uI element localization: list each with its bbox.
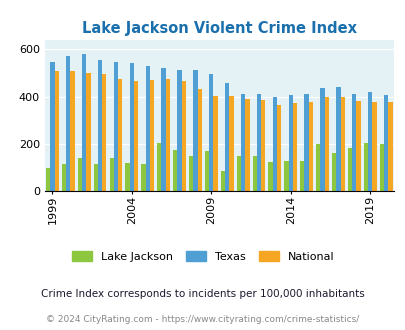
Bar <box>177 70 181 191</box>
Bar <box>197 89 201 191</box>
Bar <box>213 96 217 191</box>
Bar <box>363 143 367 191</box>
Legend: Lake Jackson, Texas, National: Lake Jackson, Texas, National <box>67 247 338 267</box>
Bar <box>304 94 308 191</box>
Bar <box>236 156 240 191</box>
Bar <box>77 158 82 191</box>
Bar <box>387 102 392 191</box>
Bar <box>299 161 304 191</box>
Bar <box>272 96 276 191</box>
Bar <box>193 70 197 191</box>
Bar <box>347 148 351 191</box>
Bar <box>82 54 86 191</box>
Bar <box>367 92 371 191</box>
Bar <box>161 68 165 191</box>
Bar <box>113 62 118 191</box>
Bar <box>209 74 213 191</box>
Bar <box>260 100 265 191</box>
Bar <box>181 81 185 191</box>
Bar <box>379 144 383 191</box>
Bar <box>320 88 324 191</box>
Bar <box>54 71 59 191</box>
Bar <box>46 168 50 191</box>
Bar <box>129 63 134 191</box>
Bar <box>276 105 281 191</box>
Bar <box>205 151 209 191</box>
Bar <box>145 66 149 191</box>
Bar <box>70 71 75 191</box>
Bar <box>118 79 122 191</box>
Bar <box>224 83 229 191</box>
Bar <box>284 161 288 191</box>
Bar <box>245 99 249 191</box>
Bar <box>62 164 66 191</box>
Text: Crime Index corresponds to incidents per 100,000 inhabitants: Crime Index corresponds to incidents per… <box>41 289 364 299</box>
Bar <box>292 103 296 191</box>
Bar <box>229 96 233 191</box>
Bar <box>173 150 177 191</box>
Bar <box>268 162 272 191</box>
Bar <box>308 102 312 191</box>
Bar <box>86 73 90 191</box>
Bar <box>66 56 70 191</box>
Bar <box>149 80 154 191</box>
Bar <box>109 158 113 191</box>
Bar <box>351 94 356 191</box>
Bar <box>324 97 328 191</box>
Bar <box>356 101 360 191</box>
Bar <box>331 153 335 191</box>
Bar <box>256 94 260 191</box>
Bar <box>383 95 387 191</box>
Bar <box>102 75 106 191</box>
Bar <box>165 79 170 191</box>
Bar <box>188 156 193 191</box>
Text: © 2024 CityRating.com - https://www.cityrating.com/crime-statistics/: © 2024 CityRating.com - https://www.city… <box>46 315 359 324</box>
Bar <box>315 144 320 191</box>
Bar <box>252 156 256 191</box>
Bar <box>125 163 129 191</box>
Bar <box>141 164 145 191</box>
Bar <box>335 86 340 191</box>
Bar <box>340 97 344 191</box>
Bar <box>98 60 102 191</box>
Title: Lake Jackson Violent Crime Index: Lake Jackson Violent Crime Index <box>81 21 356 36</box>
Bar <box>288 95 292 191</box>
Bar <box>50 62 54 191</box>
Bar <box>220 171 224 191</box>
Bar <box>94 164 98 191</box>
Bar <box>157 143 161 191</box>
Bar <box>371 102 376 191</box>
Bar <box>240 94 245 191</box>
Bar <box>134 81 138 191</box>
